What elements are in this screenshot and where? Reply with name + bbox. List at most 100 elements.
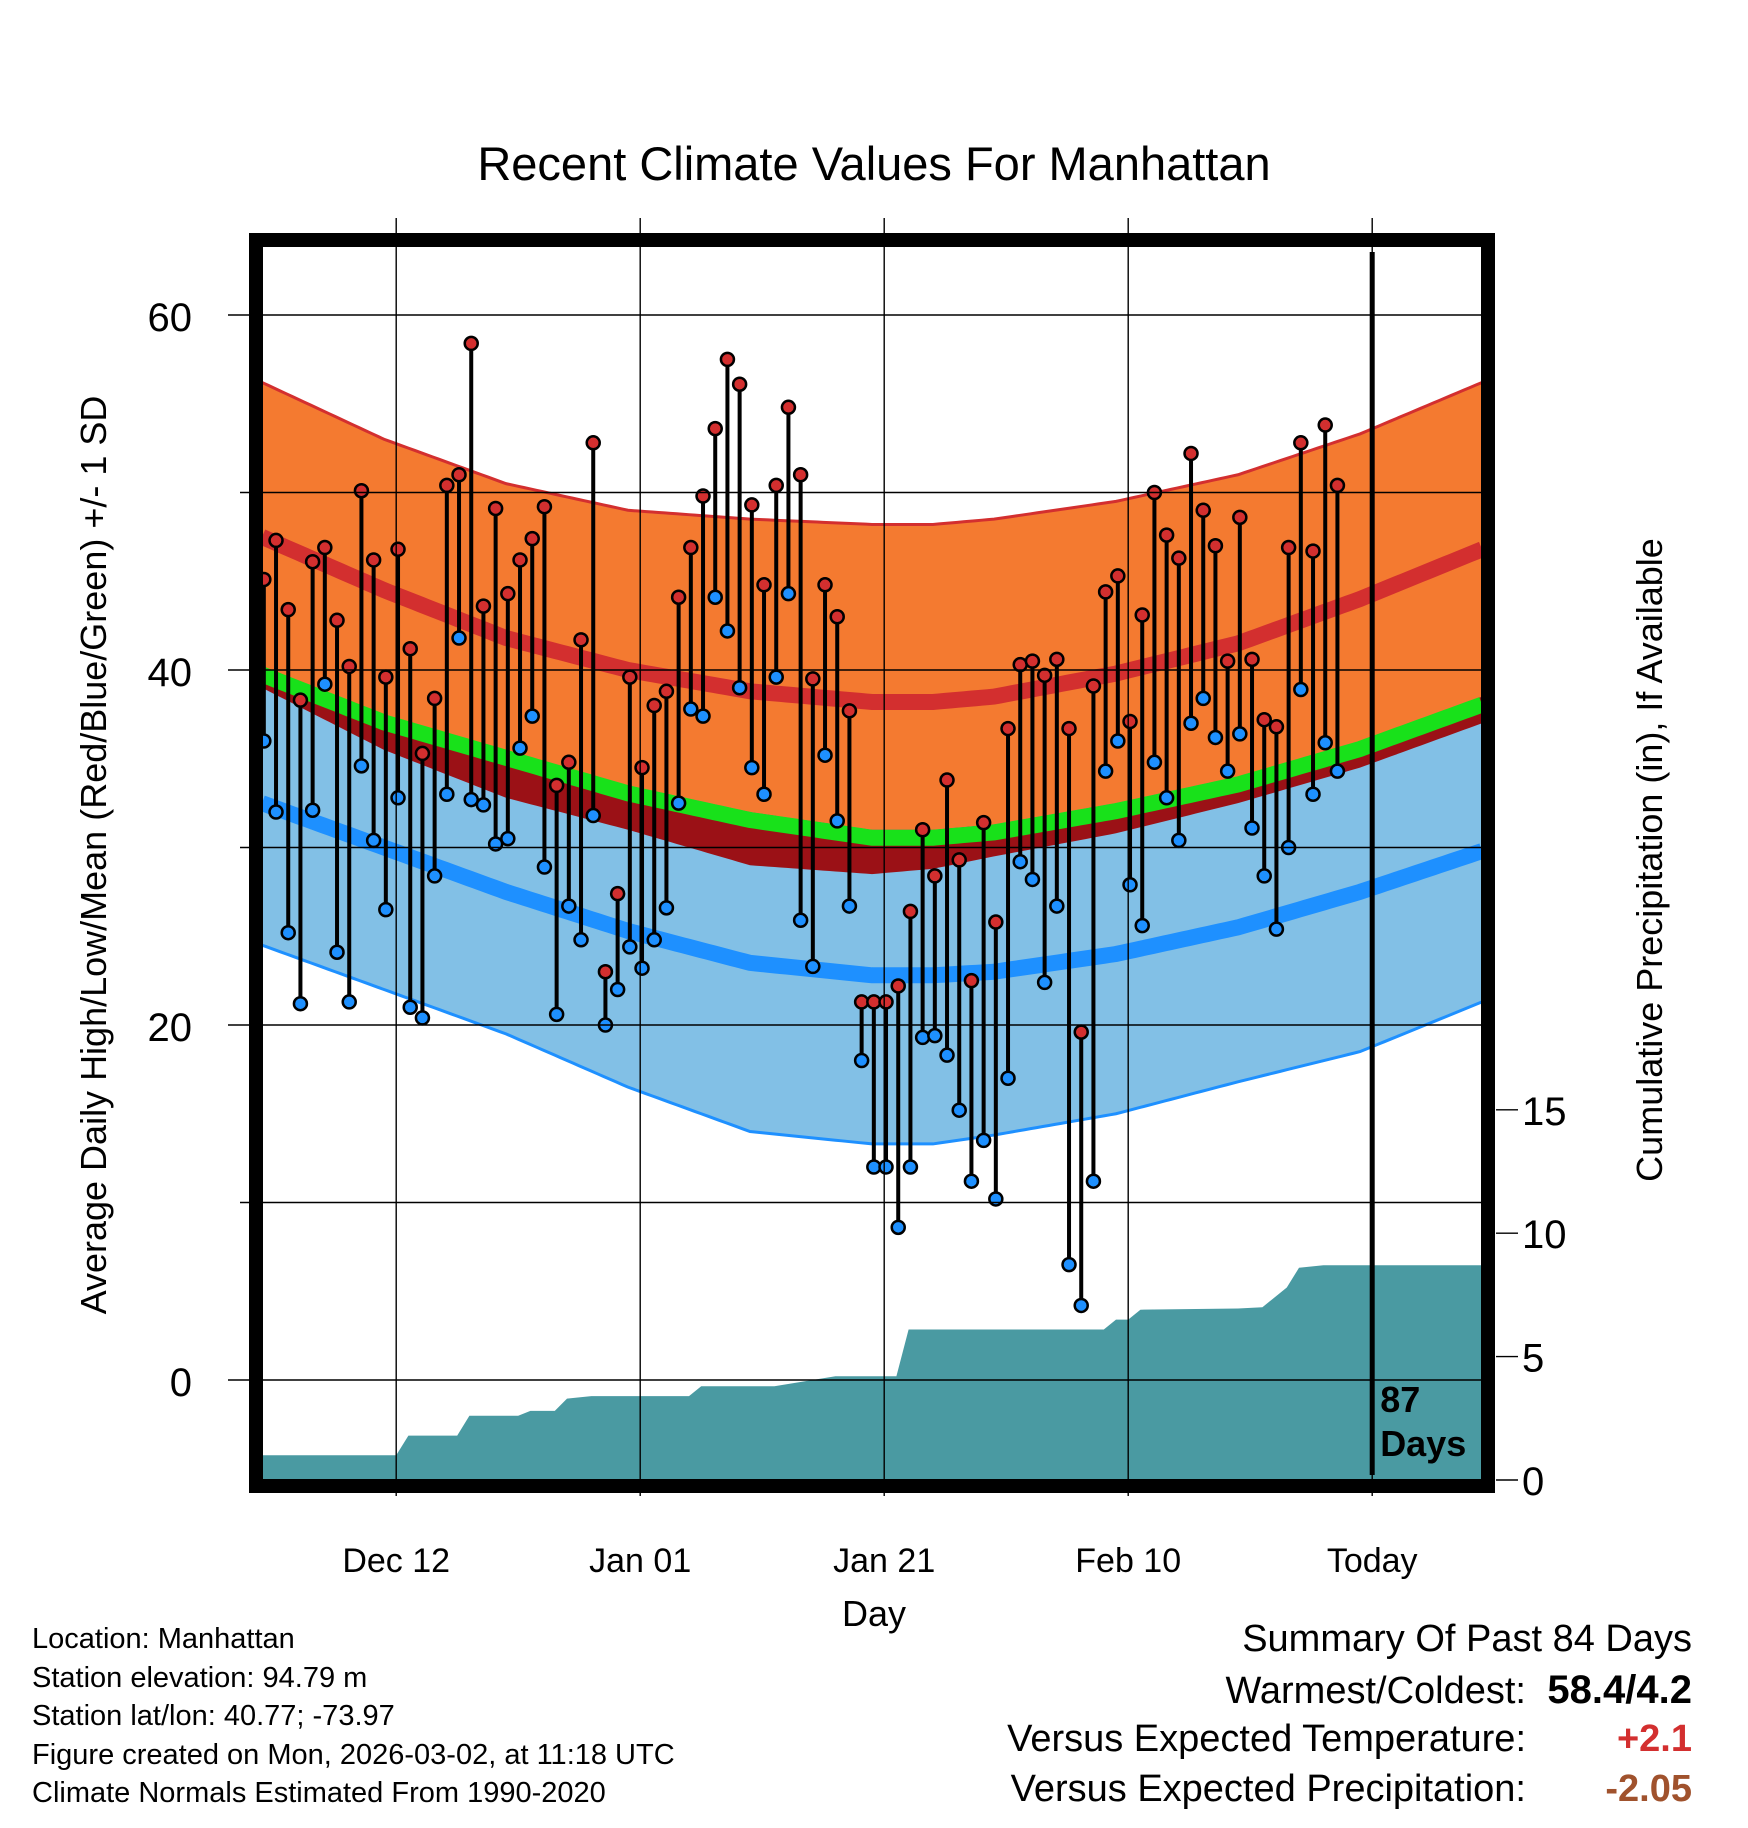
daily-high-point (585, 435, 601, 451)
daily-high-point (353, 482, 370, 499)
daily-low-point (756, 786, 772, 802)
daily-high-point (487, 500, 504, 517)
daily-high-point (1110, 568, 1126, 584)
daily-high-point (329, 612, 345, 629)
daily-high-point (512, 552, 528, 568)
temp-value: +2.1 (1616, 1718, 1692, 1760)
location-text: Location: Manhattan (32, 1623, 295, 1655)
daily-high-point (1024, 653, 1041, 669)
daily-low-point (414, 1010, 431, 1026)
daily-low-point (975, 1132, 992, 1149)
daily-high-point (841, 703, 858, 719)
x-tick-label: Today (1327, 1542, 1418, 1580)
daily-low-point (1305, 786, 1321, 802)
daily-low-point (365, 832, 382, 849)
y2-axis-label: Cumulative Precipitation (in), If Availa… (1629, 538, 1670, 1182)
daily-high-point (292, 692, 309, 708)
daily-low-point (1171, 832, 1187, 849)
daily-low-point (988, 1191, 1004, 1207)
daily-low-point (1244, 820, 1260, 836)
daily-high-point (451, 467, 467, 483)
daily-high-point (780, 399, 797, 416)
daily-low-point (1268, 921, 1285, 937)
daily-low-point (768, 669, 784, 685)
daily-high-point (927, 868, 943, 884)
y-tick-label: 60 (148, 296, 193, 340)
daily-high-point (280, 601, 296, 618)
daily-low-point (780, 585, 797, 602)
daily-low-point (329, 944, 345, 960)
daily-low-point (1073, 1297, 1089, 1314)
daily-high-point (414, 745, 431, 762)
daily-low-point (719, 623, 736, 639)
daily-high-point (561, 754, 577, 771)
daily-low-point (1183, 715, 1199, 731)
daily-low-point (927, 1027, 943, 1044)
daily-high-point (378, 669, 394, 685)
daily-high-point (1195, 502, 1211, 518)
daily-high-point (988, 914, 1004, 930)
plot-inner (262, 335, 1482, 1480)
x-tick-label: Feb 10 (1075, 1542, 1181, 1580)
daily-high-point (317, 539, 333, 556)
daily-low-point (512, 740, 528, 756)
daily-low-point (670, 795, 687, 811)
y-axis-label: Average Daily High/Low/Mean (Red/Blue/Gr… (73, 396, 114, 1315)
daily-high-point (262, 571, 272, 588)
daily-high-point (902, 903, 919, 920)
daily-high-point (817, 577, 833, 593)
summary-panel: Summary Of Past 84 Days Warmest/Coldest:… (792, 1618, 1692, 1818)
chart-title: Recent Climate Values For Manhattan (477, 137, 1270, 190)
daily-high-point (1000, 720, 1016, 737)
daily-low-point (658, 900, 675, 916)
daily-low-point (451, 630, 467, 646)
daily-high-point (975, 814, 992, 831)
daily-low-point (341, 994, 357, 1010)
y2-tick-label: 0 (1522, 1460, 1544, 1504)
daily-low-point (1061, 1256, 1077, 1273)
daily-low-point (963, 1173, 980, 1189)
daily-high-point (524, 530, 540, 547)
daily-low-point (1012, 853, 1028, 870)
daily-high-point (707, 420, 723, 437)
daily-high-point (597, 964, 614, 980)
daily-high-point (426, 690, 443, 707)
normal-high-line (262, 529, 1482, 710)
daily-high-point (1061, 720, 1077, 737)
daily-low-point (1158, 790, 1175, 806)
daily-low-point (304, 802, 321, 818)
today-days-count: 87 (1380, 1379, 1420, 1420)
daily-high-point (1293, 435, 1309, 451)
daily-low-point (378, 901, 394, 918)
daily-high-point (548, 777, 565, 794)
daily-high-point (1134, 607, 1150, 623)
high-upper-edge (262, 381, 1482, 526)
normal-low-line (262, 795, 1482, 984)
plot-frame (249, 233, 1495, 1493)
daily-low-point (262, 733, 272, 749)
daily-low-point (695, 708, 711, 724)
daily-high-point (634, 759, 650, 776)
temp-label: Versus Expected Temperature: (1007, 1718, 1526, 1760)
daily-low-point (1085, 1173, 1102, 1189)
daily-high-point (1317, 417, 1333, 433)
daily-low-point (792, 912, 809, 929)
daily-low-point (902, 1159, 919, 1175)
x-tick-label: Jan 01 (589, 1542, 691, 1580)
daily-low-point (475, 797, 492, 813)
daily-low-point (1036, 974, 1053, 991)
daily-low-point (561, 898, 577, 914)
precip-value: -2.05 (1605, 1768, 1692, 1810)
daily-high-point (1232, 509, 1248, 526)
daily-low-point (1110, 733, 1126, 749)
daily-low-point (1097, 763, 1114, 779)
summary-heading: Summary Of Past 84 Days (1242, 1618, 1692, 1660)
daily-low-point (500, 830, 516, 847)
daily-high-point (1158, 527, 1175, 543)
daily-low-point (634, 960, 650, 976)
daily-low-point (402, 999, 418, 1015)
daily-low-point (585, 807, 601, 824)
y-tick-label: 40 (148, 651, 193, 695)
daily-low-point (292, 995, 309, 1012)
